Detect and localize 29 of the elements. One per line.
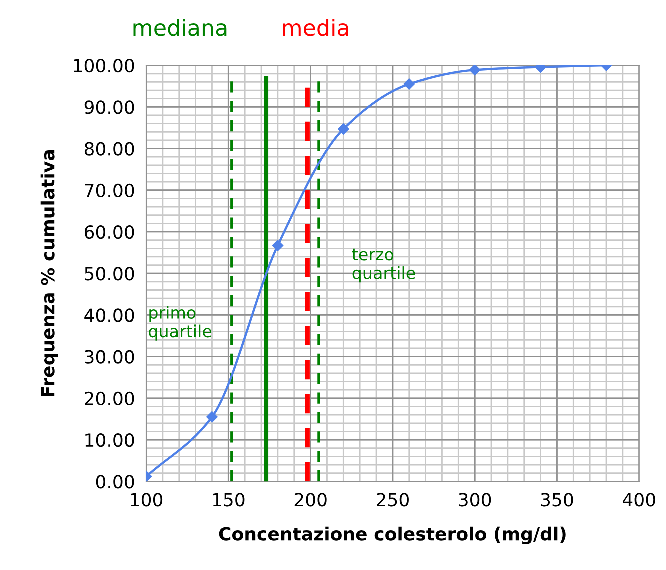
y-tick-label: 80.00 — [84, 142, 134, 156]
point — [469, 66, 481, 76]
y-tick-label: 0.00 — [96, 475, 134, 489]
y-tick-label: 20.00 — [85, 392, 134, 406]
point — [338, 124, 350, 135]
y-tick-label: 50.00 — [85, 267, 134, 281]
point — [272, 240, 284, 252]
point — [206, 412, 218, 423]
y-tick-label: 30.00 — [85, 350, 134, 364]
ref-line-label: terzo quartile — [352, 248, 416, 283]
x-axis-title: Concentazione colesterolo (mg/dl) — [219, 526, 566, 545]
ref-line-label: primo quartile — [149, 306, 212, 341]
x-tick-label: 400 — [623, 493, 656, 507]
x-tick-label: 300 — [459, 493, 492, 507]
y-tick-label: 40.00 — [84, 308, 134, 322]
x-tick-label: 350 — [541, 493, 574, 507]
y-tick-label: 10.00 — [86, 434, 134, 448]
y-tick-label: 60.00 — [84, 225, 134, 240]
ref-line-label: media — [283, 19, 348, 36]
x-tick-label: 150 — [213, 493, 245, 507]
y-axis-title: Frequenza % cumulativa — [40, 150, 58, 396]
y-tick-label: 70.00 — [85, 184, 134, 198]
y-tick-label: 90.00 — [84, 100, 134, 114]
x-tick-label: 250 — [377, 493, 409, 507]
x-tick-label: 100 — [131, 493, 163, 507]
x-tick-label: 200 — [294, 493, 327, 507]
point — [404, 78, 415, 90]
ref-line-label: mediana — [134, 19, 227, 36]
y-tick-label: 100.00 — [74, 59, 134, 73]
